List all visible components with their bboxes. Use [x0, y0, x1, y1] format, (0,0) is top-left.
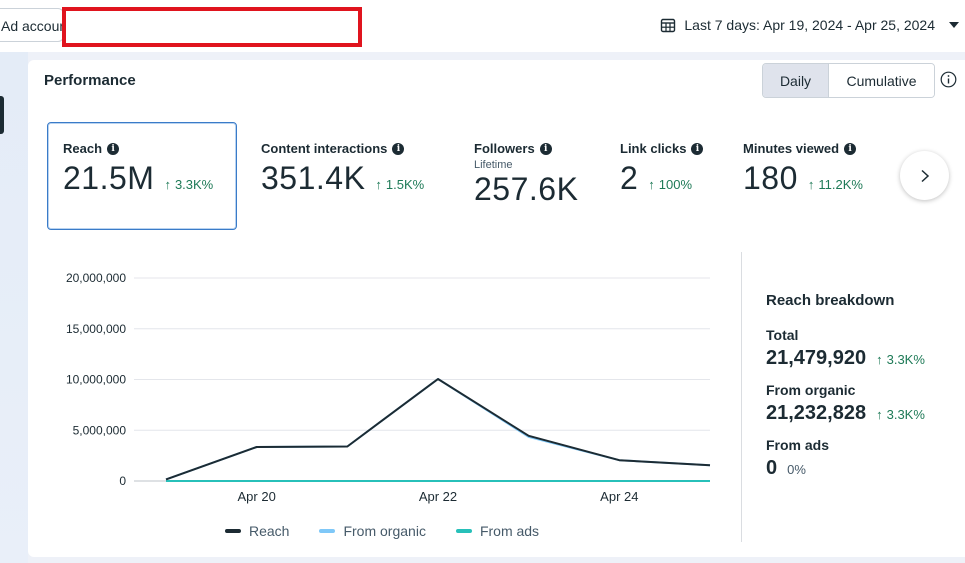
legend-swatch: [455, 529, 472, 533]
metric-label: Content interactions: [261, 141, 388, 156]
x-tick-label: Apr 24: [600, 489, 638, 504]
metric-link-clicks[interactable]: Link clicks i 2 ↑ 100%: [620, 141, 704, 197]
arrow-up-icon: ↑: [876, 407, 883, 422]
next-metrics-button[interactable]: [900, 151, 949, 200]
chevron-right-icon: [920, 169, 929, 182]
metric-delta: ↑ 11.2K%: [808, 177, 863, 192]
breakdown-delta: ↑ 3.3K%: [876, 352, 925, 367]
y-tick-label: 20,000,000: [66, 271, 126, 285]
info-icon[interactable]: i: [392, 142, 405, 155]
performance-card: [28, 60, 965, 557]
ad-account-label: Ad accoun: [1, 18, 64, 34]
x-tick-label: Apr 20: [238, 489, 276, 504]
x-tick-label: Apr 22: [419, 489, 457, 504]
metric-content-interactions[interactable]: Content interactions i 351.4K ↑ 1.5K%: [261, 141, 424, 197]
metric-value: 2: [620, 160, 639, 196]
breakdown-label: From organic: [766, 382, 856, 398]
arrow-up-icon: ↑: [375, 177, 382, 192]
arrow-up-icon: ↑: [876, 352, 883, 367]
breakdown-delta-text: 3.3K%: [886, 407, 925, 422]
info-icon[interactable]: i: [844, 142, 857, 155]
metric-label: Link clicks: [620, 141, 687, 156]
daily-cumulative-toggle: Daily Cumulative: [762, 63, 935, 98]
legend-swatch: [225, 529, 241, 533]
top-bar: Ad accoun Last 7 days: Apr 19, 2024 - Ap…: [0, 0, 965, 52]
legend-label: From organic: [343, 523, 426, 539]
metric-label: Minutes viewed: [743, 141, 840, 156]
y-tick-label: 5,000,000: [73, 423, 127, 437]
legend-item-from-ads[interactable]: From ads: [455, 523, 540, 539]
metric-delta: ↑ 100%: [648, 177, 692, 192]
calendar-icon: [661, 18, 676, 33]
y-tick-label: 10,000,000: [66, 373, 126, 387]
breakdown-delta: ↑ 3.3K%: [876, 407, 925, 422]
breakdown-value: 0: [766, 457, 778, 479]
breakdown-delta-text: 3.3K%: [886, 352, 925, 367]
daily-toggle-button[interactable]: Daily: [763, 64, 828, 97]
date-range-selector[interactable]: Last 7 days: Apr 19, 2024 - Apr 25, 2024: [660, 14, 959, 36]
info-icon[interactable]: i: [539, 142, 552, 155]
breakdown-from-ads: From ads 0 0%: [766, 437, 965, 480]
metric-followers[interactable]: Followers i Lifetime 257.6K: [474, 141, 578, 208]
breakdown-label: From ads: [766, 437, 830, 453]
metric-value: 351.4K: [261, 160, 366, 196]
info-icon[interactable]: i: [107, 142, 120, 155]
metric-label: Followers: [474, 141, 535, 156]
metric-delta: ↑ 1.5K%: [375, 177, 424, 192]
series-line-from-organic: [165, 377, 711, 481]
metric-delta-text: 1.5K%: [385, 177, 425, 192]
metric-delta: ↑ 3.3K%: [164, 177, 213, 192]
breakdown-value: 21,232,828: [766, 402, 867, 424]
metric-value: 21.5M: [63, 160, 155, 196]
metric-minutes-viewed[interactable]: Minutes viewed i 180 ↑ 11.2K%: [743, 141, 863, 197]
breakdown-total: Total 21,479,920 ↑ 3.3K%: [766, 327, 965, 370]
legend-item-from-organic[interactable]: From organic: [319, 523, 426, 539]
info-icon[interactable]: [940, 71, 957, 88]
left-panel-edge: [0, 52, 28, 563]
y-tick-label: 15,000,000: [66, 322, 126, 336]
metric-delta-text: 3.3K%: [174, 177, 214, 192]
breakdown-title: Reach breakdown: [766, 292, 895, 309]
breakdown-delta-text: 0%: [787, 462, 806, 477]
divider: [741, 252, 742, 542]
info-icon[interactable]: i: [691, 142, 704, 155]
date-range-label: Last 7 days: Apr 19, 2024 - Apr 25, 2024: [684, 17, 935, 33]
redacted-account-name: [62, 7, 362, 47]
metric-reach[interactable]: Reach i 21.5M ↑ 3.3K%: [63, 141, 213, 197]
arrow-up-icon: ↑: [807, 177, 815, 192]
breakdown-from-organic: From organic 21,232,828 ↑ 3.3K%: [766, 382, 965, 425]
metric-delta-text: 100%: [658, 177, 693, 192]
legend-swatch: [319, 529, 336, 533]
y-tick-label: 0: [119, 474, 126, 488]
chevron-down-icon: [949, 22, 959, 28]
metric-card-selected-outline: [47, 122, 237, 230]
arrow-up-icon: ↑: [164, 177, 171, 192]
cumulative-toggle-button[interactable]: Cumulative: [828, 64, 934, 97]
reach-breakdown: Reach breakdown Total 21,479,920 ↑ 3.3K% …: [766, 292, 965, 492]
legend-label: From ads: [479, 523, 540, 539]
metric-label: Reach: [63, 141, 103, 156]
metric-delta-text: 11.2K%: [818, 177, 863, 192]
left-panel-tab[interactable]: [0, 96, 4, 134]
ad-account-selector[interactable]: Ad accoun: [0, 8, 64, 42]
breakdown-label: Total: [766, 327, 799, 343]
legend-item-reach[interactable]: Reach: [225, 523, 289, 539]
chart-legend: Reach From organic From ads: [225, 523, 539, 539]
breakdown-value: 21,479,920: [766, 347, 867, 369]
legend-label: Reach: [249, 523, 290, 539]
metric-sublabel: Lifetime: [474, 159, 513, 171]
series-line-reach: [165, 377, 711, 481]
performance-title: Performance: [44, 72, 136, 89]
arrow-up-icon: ↑: [648, 177, 655, 192]
metric-value: 180: [743, 160, 798, 196]
metric-value: 257.6K: [474, 171, 579, 207]
reach-line-chart: 20,000,000 15,000,000 10,000,000 5,000,000 0…: [66, 271, 711, 504]
